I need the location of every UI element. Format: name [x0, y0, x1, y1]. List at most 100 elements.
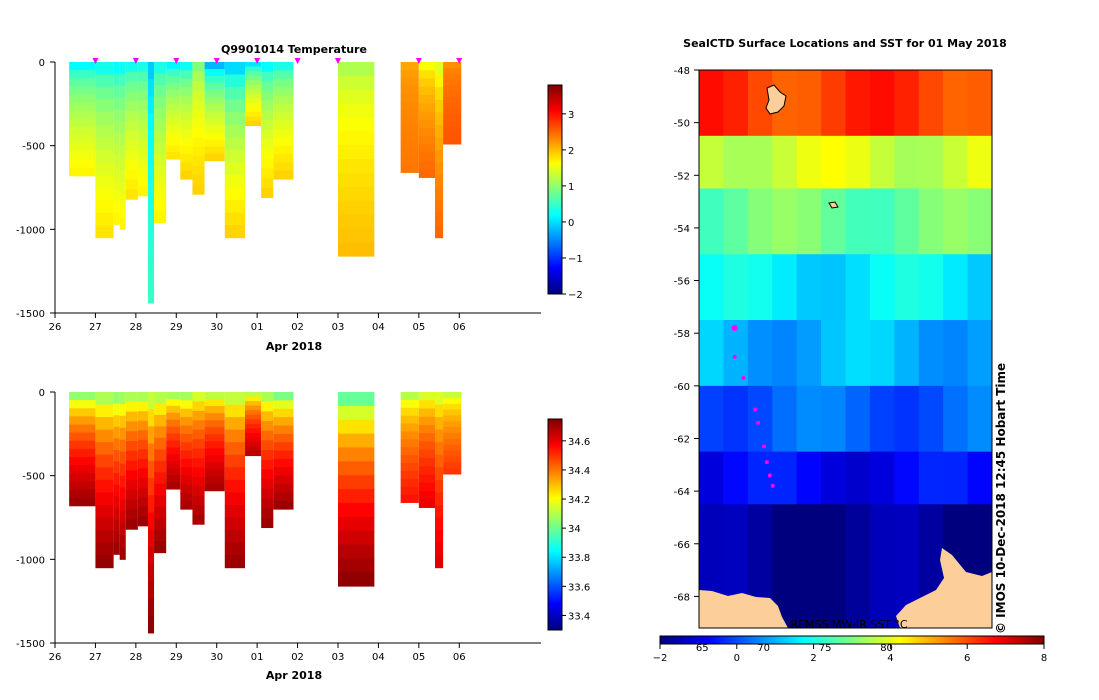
- temperature-cell: [261, 100, 274, 111]
- temperature-cell: [261, 91, 274, 102]
- temperature-cell: [154, 73, 167, 86]
- salinity-cell: [137, 392, 148, 403]
- salinity-cell: [418, 424, 436, 434]
- salinity-cell: [418, 457, 436, 467]
- salinity-cell: [261, 411, 274, 422]
- salinity-cell: [273, 475, 294, 485]
- salinity-colorbar-label: 33.6: [568, 582, 590, 593]
- sst-cell: [772, 254, 798, 321]
- salinity-cell: [273, 450, 294, 460]
- salinity-cell: [337, 516, 375, 532]
- temperature-colorbar-label: 2: [568, 146, 574, 157]
- salinity-cell: [125, 490, 138, 501]
- temperature-cell: [435, 87, 444, 101]
- temperature-profile-column: [95, 62, 114, 239]
- salinity-cell: [224, 479, 246, 493]
- salinity-cell: [125, 519, 138, 530]
- sst-cell: [699, 320, 724, 387]
- sst-map-panel: SealCTD Surface Locations and SST for 01…: [653, 37, 1048, 664]
- salinity-cell: [192, 458, 205, 469]
- sst-ytick-label: -62: [674, 434, 690, 445]
- temperature-cell: [435, 225, 444, 239]
- temperature-cell: [154, 62, 167, 74]
- sst-cell: [918, 451, 944, 505]
- salinity-cell: [137, 497, 148, 508]
- salinity-cell: [435, 492, 444, 506]
- salinity-cell: [192, 401, 205, 412]
- salinity-cell: [166, 419, 181, 428]
- salinity-cell: [192, 439, 205, 450]
- salinity-cell: [119, 427, 126, 441]
- salinity-cell: [95, 454, 114, 468]
- temperature-cell: [113, 212, 120, 225]
- temperature-cell: [137, 176, 148, 187]
- salinity-cell: [435, 517, 444, 531]
- temperature-cell: [261, 178, 274, 189]
- salinity-cell: [166, 433, 181, 442]
- temperature-cell: [154, 96, 167, 109]
- salinity-cell: [435, 417, 444, 431]
- salinity-cell: [435, 542, 444, 556]
- temperature-cell: [245, 93, 262, 99]
- temperature-cell: [180, 95, 193, 105]
- temperature-cell: [443, 85, 462, 92]
- sst-cell: [943, 385, 969, 453]
- sst-cell: [821, 188, 846, 255]
- sst-cell: [796, 188, 822, 255]
- salinity-cell: [119, 487, 126, 501]
- temperature-cell: [337, 228, 375, 243]
- salinity-cell: [261, 469, 274, 480]
- temperature-cell: [224, 124, 246, 138]
- temperature-cell: [261, 120, 274, 131]
- temperature-cell: [69, 102, 96, 112]
- salinity-cell: [224, 542, 246, 556]
- salinity-cell: [166, 447, 181, 455]
- salinity-cell: [125, 470, 138, 481]
- sst-cell: [796, 254, 822, 321]
- salinity-cell: [400, 478, 419, 488]
- salinity-cell: [154, 403, 167, 416]
- salinity-cell: [261, 498, 274, 509]
- temperature-profile-column: [224, 62, 246, 239]
- salinity-cell: [69, 408, 96, 417]
- salinity-cell: [147, 478, 155, 496]
- salinity-profile-column: [137, 392, 148, 527]
- temperature-cell: [443, 132, 462, 139]
- salinity-cell: [166, 475, 181, 483]
- temperature-cell: [125, 160, 138, 171]
- temperature-panel: Q9901014 Temperature 0 -500 -1000 -1500 26 2…: [16, 43, 583, 353]
- temperature-cell: [147, 251, 155, 270]
- salinity-cell: [113, 473, 120, 486]
- sst-ytick-label: -66: [674, 540, 690, 551]
- sst-cell: [723, 188, 749, 255]
- salinity-cell: [180, 492, 193, 502]
- temperature-cell: [166, 145, 181, 153]
- salinity-xtick-label: 04: [372, 652, 385, 663]
- temperature-cell: [400, 117, 419, 126]
- sst-cell: [845, 135, 871, 189]
- sst-colorbar-secondary-label: 65: [696, 643, 709, 654]
- salinity-cell: [69, 424, 96, 434]
- sst-band: [699, 451, 993, 505]
- temperature-cell: [418, 144, 436, 154]
- salinity-cell: [273, 484, 294, 493]
- temperature-cell: [125, 111, 138, 122]
- seal-location: [767, 473, 772, 478]
- salinity-cell: [113, 403, 120, 416]
- salinity-cell: [95, 442, 114, 456]
- sst-cell: [796, 385, 822, 453]
- temperature-profile-column: [245, 62, 262, 127]
- temperature-cell: [95, 137, 114, 151]
- salinity-cell: [443, 438, 462, 446]
- salinity-cell: [69, 497, 96, 507]
- salinity-cell: [337, 461, 375, 476]
- temperature-cell: [337, 200, 375, 216]
- sst-ytick-label: -54: [674, 224, 690, 235]
- temperature-cell: [400, 125, 419, 134]
- sst-cell: [796, 451, 822, 505]
- salinity-colorbar: 34.6 34.4 34.2 34 33.8 33.6 33.4: [547, 418, 590, 631]
- temperature-xtick-label: 02: [291, 322, 304, 333]
- temperature-cell: [273, 154, 294, 163]
- sst-cell: [918, 385, 944, 453]
- salinity-cell: [337, 475, 375, 490]
